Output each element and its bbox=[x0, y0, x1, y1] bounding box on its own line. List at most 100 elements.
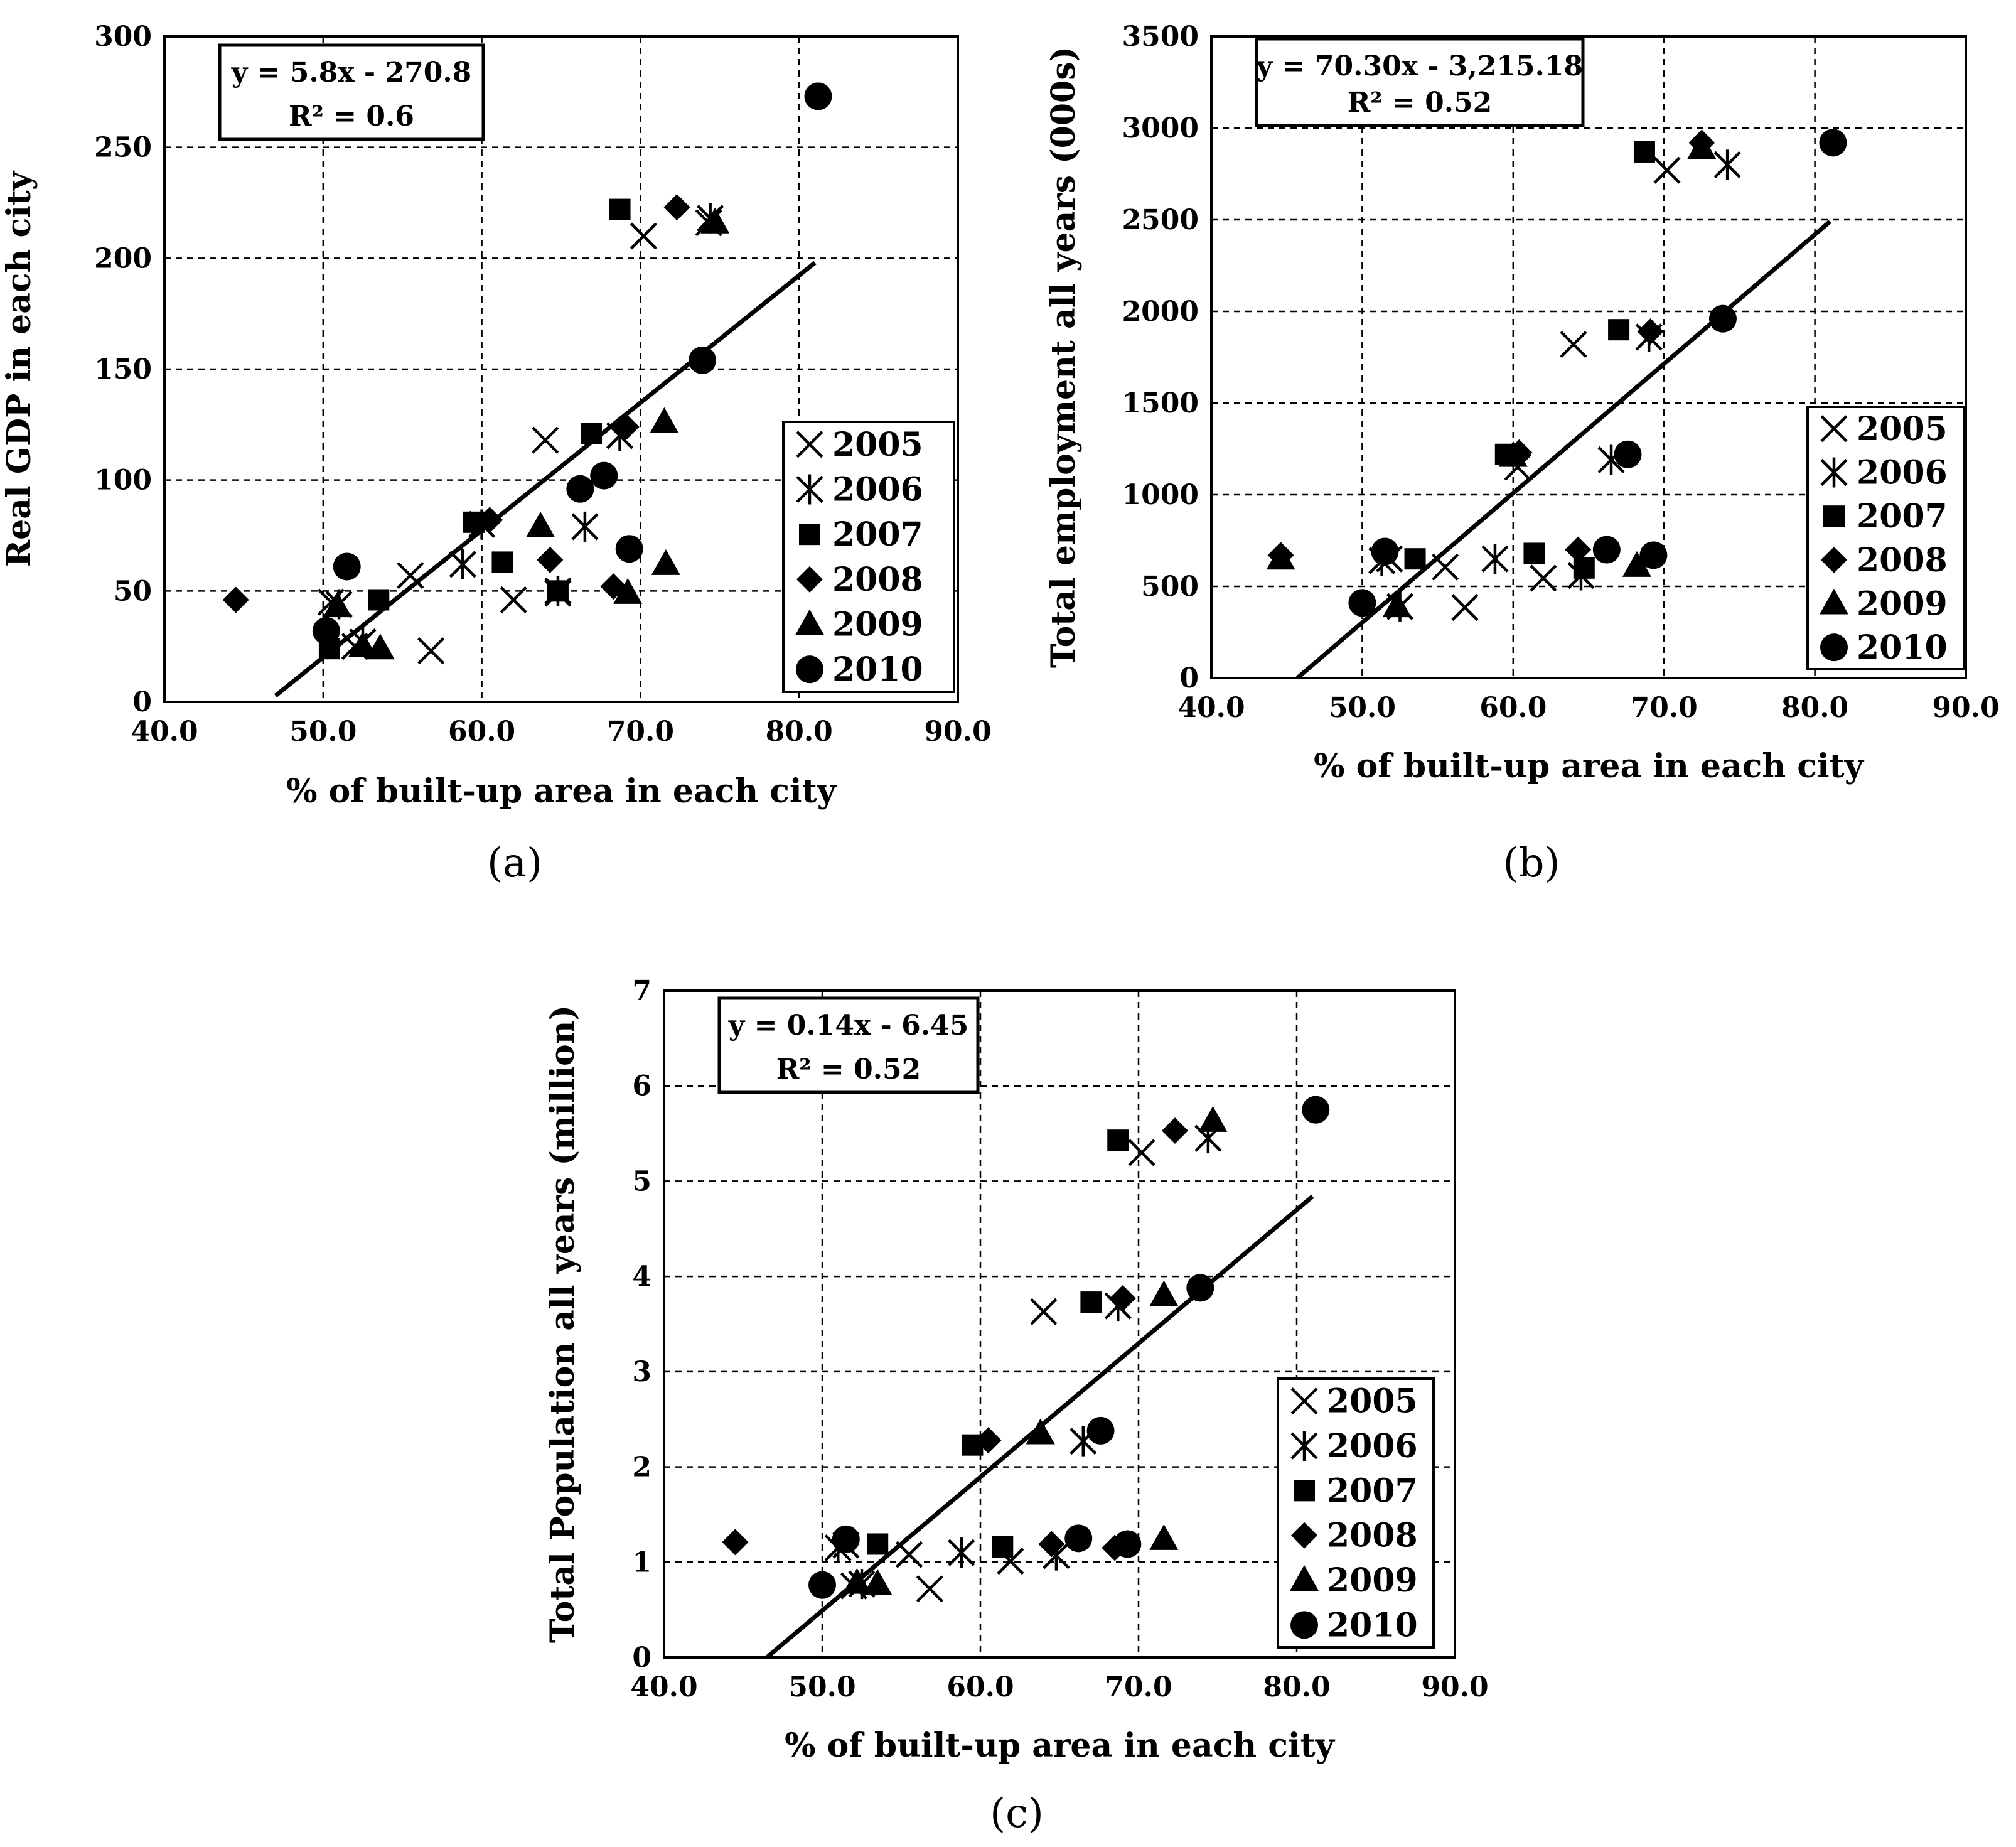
legend-label-2008: 2008 bbox=[1327, 1517, 1418, 1555]
data-point-circle-2010 bbox=[1086, 1416, 1115, 1445]
legend-marker-square bbox=[1823, 505, 1845, 527]
data-point-asterisk-2006 bbox=[948, 1537, 975, 1568]
y-tick-label: 500 bbox=[1141, 571, 1199, 603]
series-2010 bbox=[1348, 129, 1847, 617]
data-point-circle-2010 bbox=[590, 461, 618, 490]
data-point-triangle-2009 bbox=[1382, 591, 1412, 618]
data-point-triangle-2009 bbox=[842, 1568, 872, 1594]
data-point-square-2007 bbox=[1107, 1129, 1129, 1151]
equation-box bbox=[1255, 37, 1585, 127]
plot-area bbox=[1210, 35, 1967, 679]
y-tick-label: 3000 bbox=[1122, 112, 1199, 144]
data-point-triangle-2009 bbox=[700, 207, 730, 234]
data-point-triangle-2009 bbox=[526, 511, 555, 537]
data-point-circle-2010 bbox=[312, 617, 340, 645]
x-axis-label: % of built-up area in each city bbox=[785, 1726, 1336, 1765]
data-point-circle-2010 bbox=[1302, 1096, 1330, 1124]
panel-label: (c) bbox=[990, 1790, 1044, 1837]
data-point-diamond-2008 bbox=[1109, 1285, 1136, 1312]
y-tick-label: 2000 bbox=[1122, 296, 1199, 328]
legend-marker-circle bbox=[1820, 633, 1848, 662]
data-point-diamond-2008 bbox=[975, 1427, 1002, 1454]
y-tick-label: 0 bbox=[1179, 662, 1199, 694]
y-axis-label: Total employment all years (000s) bbox=[1044, 46, 1083, 668]
x-axis-label: % of built-up area in each city bbox=[286, 772, 837, 810]
x-tick-label: 80.0 bbox=[766, 716, 833, 748]
data-point-asterisk-2006 bbox=[449, 549, 476, 579]
x-tick-label: 90.0 bbox=[924, 716, 991, 748]
data-point-diamond-2008 bbox=[222, 586, 249, 613]
data-point-square-2007 bbox=[491, 551, 513, 573]
x-tick-label: 90.0 bbox=[1421, 1671, 1488, 1703]
data-point-triangle-2009 bbox=[1498, 441, 1528, 467]
y-tick-label: 150 bbox=[94, 353, 152, 385]
chart-panel-b: 40.0 50.0 60.0 70.0 80.0 90.0 0 500 1000 1500 2000… bbox=[1044, 21, 2000, 886]
data-point-square-2007 bbox=[1608, 319, 1630, 341]
legend-label-2005: 2005 bbox=[1857, 410, 1948, 448]
data-point-x-2005 bbox=[1653, 156, 1681, 184]
data-point-diamond-2008 bbox=[722, 1529, 749, 1556]
data-point-circle-2010 bbox=[832, 1525, 860, 1553]
data-point-square-2007 bbox=[1080, 1291, 1102, 1313]
data-point-triangle-2009 bbox=[1198, 1106, 1228, 1132]
chart-panel-c: 40.0 50.0 60.0 70.0 80.0 90.0 0 1 2 3 4 5 6 7 % of bui… bbox=[544, 975, 1489, 1837]
data-point-triangle-2009 bbox=[1149, 1524, 1179, 1550]
data-point-triangle-2009 bbox=[863, 1569, 893, 1595]
data-point-triangle-2009 bbox=[650, 407, 679, 433]
data-point-diamond-2008 bbox=[537, 546, 564, 573]
data-point-diamond-2008 bbox=[1161, 1117, 1188, 1144]
legend: 2005 2006 2007 2008 2009 2010 bbox=[1277, 1377, 1435, 1649]
trendline bbox=[274, 261, 817, 697]
x-tick-label: 60.0 bbox=[946, 1671, 1014, 1703]
y-tick-label: 300 bbox=[94, 21, 152, 53]
data-point-circle-2010 bbox=[1819, 129, 1847, 157]
plot-area bbox=[663, 989, 1456, 1659]
data-point-diamond-2008 bbox=[476, 507, 503, 534]
series-2009 bbox=[842, 1106, 1228, 1595]
legend-label-2005: 2005 bbox=[1327, 1382, 1418, 1421]
y-tick-label: 2 bbox=[632, 1451, 651, 1484]
y-axis-label: Total Population all years (million) bbox=[544, 1005, 582, 1643]
legend-label-2010: 2010 bbox=[1327, 1606, 1418, 1644]
data-point-circle-2010 bbox=[1592, 536, 1621, 564]
data-point-triangle-2009 bbox=[1149, 1280, 1179, 1306]
data-point-diamond-2008 bbox=[663, 194, 690, 221]
y-tick-label: 200 bbox=[94, 242, 152, 274]
data-point-x-2005 bbox=[1432, 553, 1459, 581]
data-point-circle-2010 bbox=[1064, 1524, 1093, 1553]
x-tick-label: 40.0 bbox=[630, 1671, 697, 1703]
trendline bbox=[1295, 220, 1831, 680]
data-point-circle-2010 bbox=[1614, 440, 1642, 468]
legend-marker-circle bbox=[1290, 1611, 1318, 1639]
data-point-square-2007 bbox=[547, 580, 569, 602]
data-point-x-2005 bbox=[397, 562, 424, 590]
legend-label-2009: 2009 bbox=[1857, 585, 1948, 623]
legend-marker-x bbox=[1290, 1387, 1318, 1415]
legend-marker-triangle bbox=[1290, 1565, 1319, 1591]
x-axis-label: % of built-up area in each city bbox=[1314, 747, 1865, 785]
y-tick-label: 3 bbox=[632, 1356, 651, 1388]
x-tick-label: 70.0 bbox=[607, 716, 674, 748]
data-point-asterisk-2006 bbox=[1713, 149, 1741, 180]
data-point-circle-2010 bbox=[1186, 1274, 1214, 1302]
legend-label-2005: 2005 bbox=[832, 426, 923, 464]
y-tick-label: 1 bbox=[632, 1546, 651, 1578]
legend-box bbox=[1806, 406, 1966, 670]
series-2008 bbox=[722, 1117, 1188, 1561]
data-point-triangle-2009 bbox=[1687, 133, 1717, 159]
legend-label-2006: 2006 bbox=[832, 471, 923, 509]
y-tick-label: 250 bbox=[94, 132, 152, 164]
x-tick-label: 80.0 bbox=[1781, 692, 1848, 724]
data-point-circle-2010 bbox=[566, 475, 594, 503]
x-tick-label: 60.0 bbox=[448, 716, 515, 748]
r-squared-label: R² = 0.6 bbox=[289, 100, 414, 132]
legend: 2005 2006 2007 2008 2009 2010 bbox=[782, 421, 955, 693]
data-point-square-2007 bbox=[368, 589, 390, 611]
x-tick-label: 50.0 bbox=[289, 716, 357, 748]
equation-box bbox=[717, 996, 980, 1094]
y-tick-label: 50 bbox=[114, 575, 152, 607]
y-tick-label: 0 bbox=[132, 686, 152, 718]
data-point-circle-2010 bbox=[1113, 1530, 1142, 1558]
data-point-diamond-2008 bbox=[1637, 318, 1664, 345]
trendline-equation: y = 5.8x - 270.8 bbox=[231, 57, 472, 89]
